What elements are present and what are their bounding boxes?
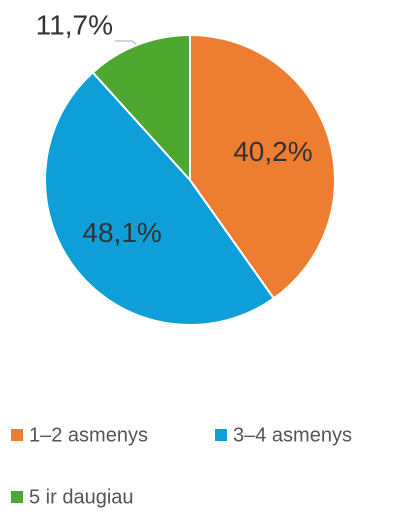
value-label: 11,7%	[36, 9, 113, 40]
legend-swatch	[11, 491, 23, 503]
legend-swatch	[215, 429, 227, 441]
leader-line	[115, 40, 137, 45]
value-label: 48,1%	[82, 217, 161, 248]
pie-slice	[91, 33, 191, 183]
pie-slice	[44, 71, 276, 326]
value-label: 40,2%	[233, 136, 312, 167]
legend-label: 3–4 asmenys	[233, 424, 352, 446]
legend-label: 5 ir daugiau	[29, 486, 134, 508]
legend-label: 1–2 asmenys	[29, 424, 148, 446]
pie-slice	[189, 33, 336, 300]
legend-swatch	[11, 429, 23, 441]
